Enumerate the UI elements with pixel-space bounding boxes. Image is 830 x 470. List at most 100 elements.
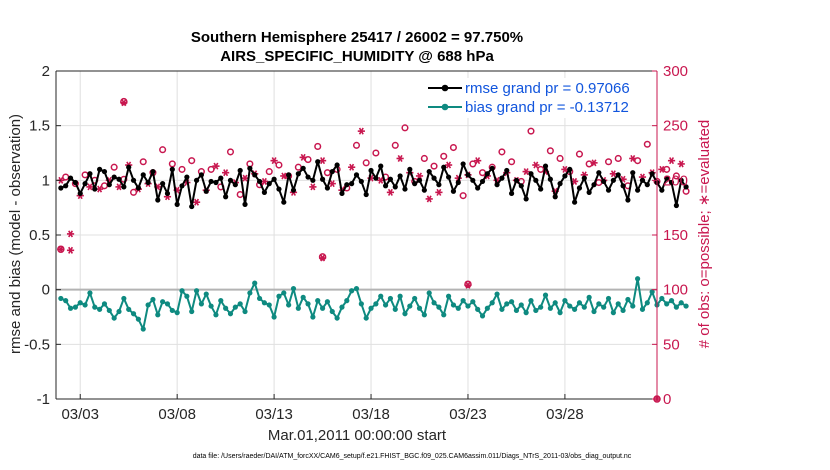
obs-evaluated-marker (522, 168, 530, 176)
obs-evaluated-stroke (87, 183, 93, 191)
rmse-point (581, 175, 587, 181)
obs-evaluated-marker (192, 198, 201, 206)
bias-point (77, 300, 83, 306)
bias-point (101, 301, 108, 307)
obs-evaluated-marker (270, 157, 278, 165)
obs-evaluated-stroke (446, 161, 452, 169)
x-tick-label: 03/28 (546, 406, 584, 423)
rmse-point (92, 186, 98, 192)
rmse-point (426, 168, 432, 175)
rmse-point (193, 177, 200, 183)
obs-possible-marker (110, 163, 118, 171)
bias-point (644, 300, 650, 306)
obs-possible-marker (430, 162, 438, 170)
rmse-point (630, 170, 636, 176)
rmse-point (382, 183, 389, 189)
rmse-series (58, 159, 689, 210)
chart-title-line2: AIRS_SPECIFIC_HUMIDITY @ 688 hPa (220, 48, 494, 65)
rmse-point (620, 183, 626, 189)
rmse-point (378, 163, 384, 169)
obs-possible-marker (178, 165, 186, 173)
y-tick-label-left: 1 (42, 172, 50, 189)
obs-possible-marker (643, 140, 651, 148)
obs-evaluated-stroke (669, 157, 675, 165)
bias-point (635, 276, 641, 282)
bias-point (591, 308, 597, 315)
bias-point (155, 312, 161, 318)
bias-point (373, 301, 379, 307)
rmse-point (223, 194, 229, 200)
right-y-tick-labels: 0 50 100 150 200 250 300 (663, 63, 688, 408)
obs-evaluated-marker (435, 188, 443, 196)
obs-evaluated-stroke (58, 245, 64, 253)
obs-evaluated-stroke (572, 177, 578, 185)
bias-point (106, 307, 112, 314)
bias-point (431, 300, 437, 306)
bias-point (164, 301, 171, 307)
bias-point (334, 315, 340, 321)
rmse-point (295, 171, 301, 177)
bias-point (581, 304, 587, 310)
obs-possible-marker (478, 169, 487, 177)
bias-point (576, 300, 583, 306)
y-tick-label-left: -1 (37, 391, 50, 408)
rmse-point (334, 162, 340, 168)
bias-point (664, 301, 670, 307)
rmse-point (441, 164, 447, 170)
rmse-point (668, 179, 675, 186)
rmse-point (300, 165, 306, 171)
rmse-point (247, 165, 253, 171)
rmse-point (547, 176, 553, 182)
bias-point (150, 296, 156, 303)
legend-box (422, 78, 646, 118)
obs-possible-marker (207, 165, 215, 173)
rmse-point (324, 185, 331, 191)
y-tick-label-right: 200 (663, 172, 688, 189)
rmse-point (286, 172, 292, 178)
bias-point (126, 306, 132, 312)
rmse-point (111, 174, 117, 180)
obs-evaluated-marker (590, 159, 598, 167)
obs-evaluated-stroke (116, 183, 122, 191)
rmse-point (421, 187, 427, 193)
rmse-point (615, 172, 621, 178)
rmse-point (373, 175, 379, 181)
rmse-point (576, 185, 583, 191)
rmse-point (130, 177, 137, 183)
bias-point (310, 314, 316, 320)
obs-possible-marker (294, 163, 302, 171)
obs-evaluated-stroke (591, 159, 597, 167)
rmse-point (591, 182, 597, 188)
obs-evaluated-marker (667, 157, 676, 165)
bias-point (67, 305, 74, 311)
x-axis-label: Mar.01,2011 00:00:00 start (268, 427, 447, 444)
obs-evaluated-marker (629, 154, 637, 162)
rmse-point (106, 182, 112, 188)
rmse-point (363, 191, 369, 198)
bias-point (683, 303, 689, 309)
rmse-point (673, 202, 679, 209)
bias-point (402, 311, 408, 317)
bias-point (475, 306, 481, 312)
obs-evaluated-stroke (310, 183, 316, 191)
obs-evaluated-stroke (358, 127, 364, 135)
rmse-point (504, 167, 510, 174)
bias-point (198, 301, 205, 307)
bias-point (678, 300, 684, 306)
obs-possible-marker (372, 149, 380, 157)
rmse-point (484, 171, 490, 177)
rmse-point (450, 188, 457, 194)
bias-point (416, 305, 423, 311)
obs-evaluated-stroke (242, 174, 248, 182)
bias-point (82, 302, 88, 308)
legend: rmse grand pr = 0.97066 bias grand pr = … (422, 78, 646, 118)
obs-evaluated-stroke (281, 172, 287, 180)
obs-possible-marker (168, 160, 176, 168)
bias-point (242, 308, 248, 315)
obs-evaluated-marker (348, 163, 356, 171)
obs-evaluated-stroke (97, 185, 103, 193)
obs-possible-marker (546, 147, 554, 155)
bias-series (58, 276, 689, 332)
bias-point (344, 298, 350, 304)
x-tick-label: 03/08 (158, 406, 196, 423)
